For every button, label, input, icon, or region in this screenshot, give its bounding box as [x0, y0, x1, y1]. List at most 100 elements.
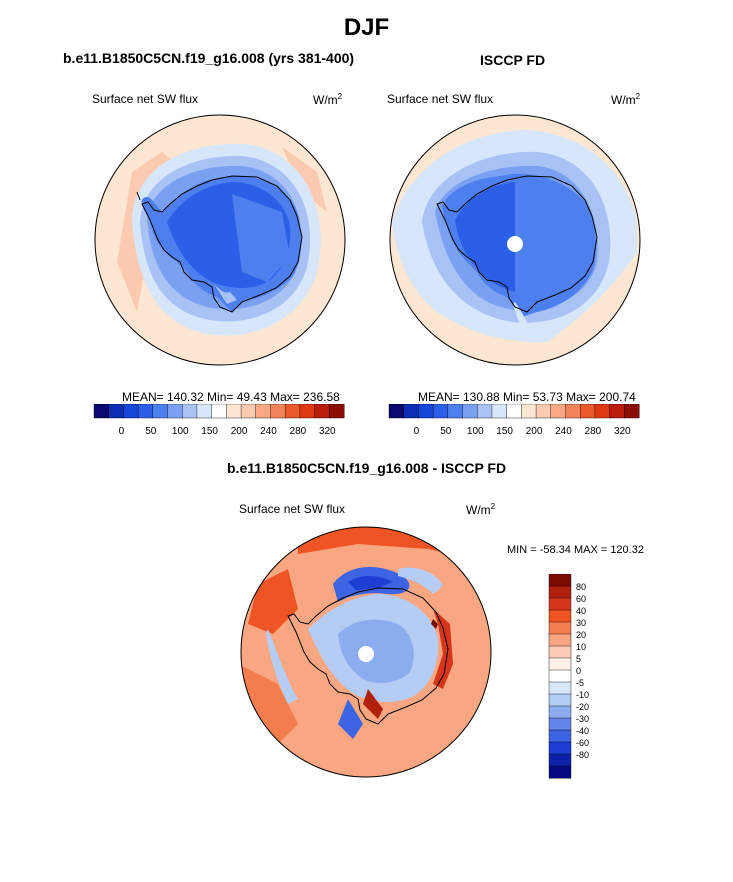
colorbar-swatch — [521, 404, 537, 419]
colorbar-tick-label: 320 — [614, 426, 631, 437]
diff-field-label: Surface net SW flux — [239, 502, 346, 516]
colorbar-swatch — [491, 404, 508, 419]
colorbar-swatch — [284, 404, 301, 419]
colorbar-swatch — [548, 574, 572, 587]
colorbar-swatch — [447, 404, 464, 419]
colorbar-swatch — [123, 404, 139, 419]
colorbar-tick-label: 30 — [576, 618, 586, 628]
colorbar-swatch — [167, 404, 183, 419]
model-colorbar: 0 50 100 150 200 240 280 320 — [93, 404, 345, 437]
colorbar-tick-label: 240 — [260, 426, 277, 437]
diff-polar-map — [240, 526, 492, 778]
colorbar-swatch — [548, 597, 572, 611]
colorbar-swatch — [108, 404, 124, 419]
colorbar-swatch — [299, 404, 316, 419]
colorbar-swatch — [548, 765, 572, 779]
colorbar-tick-label: 280 — [585, 426, 602, 437]
colorbar-tick-label: -10 — [576, 690, 589, 700]
colorbar-swatch — [388, 404, 405, 419]
colorbar-tick-label: 80 — [576, 582, 586, 592]
colorbar-swatch — [418, 404, 434, 419]
diff-minmax: MIN = -58.34 MAX = 120.32 — [507, 544, 644, 556]
colorbar-swatch — [548, 585, 572, 599]
obs-panel-title: ISCCP FD — [480, 52, 546, 68]
colorbar-swatch — [506, 404, 522, 419]
model-panel-title: b.e11.B1850C5CN.f19_g16.008 (yrs 381-400… — [63, 50, 355, 66]
model-units-label: W/m2 — [313, 92, 343, 107]
colorbar-tick-label: 100 — [172, 426, 189, 437]
obs-colorbar: 0 50 100 150 200 240 280 320 — [388, 404, 640, 437]
colorbar-swatch — [403, 404, 419, 419]
colorbar-tick-label: -5 — [576, 678, 584, 688]
colorbar-swatch — [548, 693, 572, 707]
colorbar-swatch — [548, 633, 572, 647]
model-polar-map — [94, 114, 346, 366]
colorbar-swatch — [226, 404, 242, 419]
obs-field-label: Surface net SW flux — [387, 92, 494, 106]
colorbar-swatch — [432, 404, 449, 419]
colorbar-tick-label: 150 — [201, 426, 218, 437]
colorbar-swatch — [314, 404, 330, 419]
diff-panel-title: b.e11.B1850C5CN.f19_g16.008 - ISCCP FD — [227, 460, 507, 476]
colorbar-tick-label: 0 — [576, 666, 581, 676]
obs-polar-map — [389, 114, 641, 366]
colorbar-swatch — [548, 717, 572, 731]
colorbar-swatch — [93, 404, 110, 419]
diff-colorbar: 80 60 40 30 20 10 5 0 -5 -10 -20 -30 -40 -60 -80 — [548, 574, 589, 779]
colorbar-tick-label: 20 — [576, 630, 586, 640]
colorbar-swatch — [594, 404, 611, 419]
colorbar-swatch — [137, 404, 154, 419]
colorbar-tick-label: 40 — [576, 606, 586, 616]
colorbar-tick-label: 200 — [526, 426, 543, 437]
colorbar-swatch — [550, 404, 566, 419]
colorbar-swatch — [548, 753, 572, 767]
colorbar-tick-label: 50 — [440, 426, 452, 437]
colorbar-tick-label: 5 — [576, 654, 581, 664]
colorbar-swatch — [329, 404, 345, 419]
colorbar-tick-label: 150 — [496, 426, 513, 437]
colorbar-swatch — [270, 404, 286, 419]
colorbar-tick-label: -20 — [576, 702, 589, 712]
colorbar-tick-label: 100 — [467, 426, 484, 437]
colorbar-swatch — [579, 404, 596, 419]
obs-units-label: W/m2 — [611, 92, 641, 107]
colorbar-tick-label: 10 — [576, 642, 586, 652]
colorbar-swatch — [548, 645, 572, 659]
colorbar-tick-label: 50 — [145, 426, 157, 437]
model-field-label: Surface net SW flux — [92, 92, 199, 106]
colorbar-swatch — [548, 609, 572, 623]
colorbar-swatch — [240, 404, 257, 419]
colorbar-swatch — [548, 729, 572, 743]
colorbar-swatch — [548, 681, 572, 695]
model-stats: MEAN= 140.32 Min= 49.43 Max= 236.58 — [122, 390, 340, 404]
colorbar-swatch — [548, 741, 572, 755]
colorbar-swatch — [548, 669, 572, 683]
colorbar-tick-label: -40 — [576, 726, 589, 736]
colorbar-swatch — [624, 404, 640, 419]
colorbar-tick-label: 280 — [290, 426, 307, 437]
figure-title: DJF — [343, 14, 390, 41]
colorbar-tick-label: -30 — [576, 714, 589, 724]
colorbar-swatch — [462, 404, 478, 419]
colorbar-swatch — [211, 404, 227, 419]
colorbar-tick-label: 240 — [555, 426, 572, 437]
colorbar-swatch — [477, 404, 493, 419]
colorbar-tick-label: 60 — [576, 594, 586, 604]
colorbar-tick-label: 0 — [119, 426, 125, 437]
colorbar-swatch — [196, 404, 213, 419]
colorbar-tick-label: 0 — [414, 426, 420, 437]
colorbar-tick-label: -60 — [576, 738, 589, 748]
colorbar-tick-label: 200 — [231, 426, 248, 437]
colorbar-swatch — [255, 404, 271, 419]
colorbar-swatch — [535, 404, 552, 419]
colorbar-swatch — [565, 404, 581, 419]
diff-units-label: W/m2 — [466, 502, 496, 517]
colorbar-swatch — [548, 705, 572, 719]
colorbar-swatch — [152, 404, 169, 419]
colorbar-swatch — [182, 404, 198, 419]
colorbar-swatch — [548, 621, 572, 635]
colorbar-tick-label: 320 — [319, 426, 336, 437]
colorbar-swatch — [609, 404, 625, 419]
obs-stats: MEAN= 130.88 Min= 53.73 Max= 200.74 — [418, 390, 636, 404]
colorbar-tick-label: -80 — [576, 750, 589, 760]
